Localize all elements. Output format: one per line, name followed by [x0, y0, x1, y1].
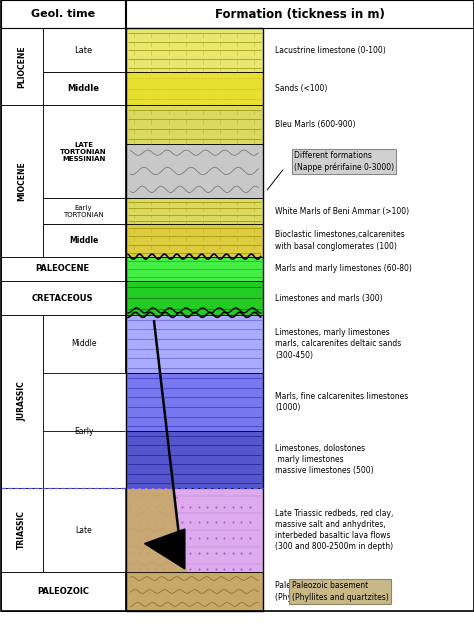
Bar	[126, 199, 263, 224]
Bar	[126, 72, 263, 104]
Bar	[126, 281, 263, 315]
Polygon shape	[126, 488, 187, 572]
Bar	[1, 281, 125, 315]
Text: PALEOCENE: PALEOCENE	[36, 265, 90, 273]
Text: CRETACEOUS: CRETACEOUS	[32, 294, 93, 303]
Text: Early
TORTONIAN: Early TORTONIAN	[64, 205, 104, 218]
Text: MIOCENE: MIOCENE	[18, 161, 26, 201]
Bar	[126, 104, 263, 144]
Text: JURASSIC: JURASSIC	[18, 382, 26, 422]
Text: Marls, fine calcarenites limestones
(1000): Marls, fine calcarenites limestones (100…	[275, 392, 408, 412]
Bar	[126, 28, 263, 72]
Bar	[126, 144, 263, 199]
Text: PLIOCENE: PLIOCENE	[18, 46, 26, 88]
Text: Middle: Middle	[69, 236, 98, 245]
Text: Middle: Middle	[68, 84, 100, 93]
Text: White Marls of Beni Ammar (>100): White Marls of Beni Ammar (>100)	[275, 207, 409, 216]
Text: Late: Late	[74, 46, 93, 55]
Text: Early: Early	[74, 427, 93, 436]
Bar	[43, 315, 125, 373]
Polygon shape	[145, 529, 185, 569]
Text: Middle: Middle	[71, 339, 96, 348]
Bar	[43, 104, 125, 199]
Bar	[1, 315, 43, 488]
Bar	[1, 256, 125, 281]
Bar	[126, 431, 263, 488]
Bar	[1, 0, 125, 28]
Bar	[126, 224, 263, 256]
Text: Paleozoic basement
(Phyllites and quartzites): Paleozoic basement (Phyllites and quartz…	[275, 581, 372, 601]
Text: Sands (<100): Sands (<100)	[275, 84, 327, 93]
Text: Geol. time: Geol. time	[31, 9, 95, 19]
Text: Late: Late	[75, 525, 92, 534]
Text: Bleu Marls (600-900): Bleu Marls (600-900)	[275, 120, 356, 128]
Bar	[126, 28, 263, 611]
Bar	[126, 572, 263, 611]
Text: Limestones, dolostones
 marly limestones
massive limestones (500): Limestones, dolostones marly limestones …	[275, 444, 374, 475]
Text: LATE
TORTONIAN
MESSINIAN: LATE TORTONIAN MESSINIAN	[60, 142, 107, 161]
Bar	[1, 488, 43, 572]
Bar	[126, 0, 474, 28]
Text: Bioclastic limestones,calcarenites
with basal conglomerates (100): Bioclastic limestones,calcarenites with …	[275, 230, 405, 251]
Bar	[126, 315, 263, 373]
Bar	[43, 488, 125, 572]
Text: Limestones and marls (300): Limestones and marls (300)	[275, 294, 383, 303]
Bar	[43, 28, 125, 72]
Text: PALEOZOIC: PALEOZOIC	[37, 587, 89, 596]
Text: Limestones, marly limestones
marls, calcarenites deltaic sands
(300-450): Limestones, marly limestones marls, calc…	[275, 329, 401, 360]
Bar	[126, 488, 263, 572]
Text: Lacustrine limestone (0-100): Lacustrine limestone (0-100)	[275, 46, 386, 55]
Text: Paleozoic basement
(Phyllites and quartzites): Paleozoic basement (Phyllites and quartz…	[292, 581, 388, 601]
Bar	[1, 572, 125, 611]
Bar	[43, 224, 125, 256]
Bar	[43, 72, 125, 104]
Bar	[43, 199, 125, 224]
Text: Marls and marly limestones (60-80): Marls and marly limestones (60-80)	[275, 265, 412, 273]
Text: Different formations
(Nappe prérifaine 0-3000): Different formations (Nappe prérifaine 0…	[294, 151, 394, 172]
Bar	[1, 28, 43, 104]
Text: Late Triassic redbeds, red clay,
massive salt and anhydrites,
interbeded basalti: Late Triassic redbeds, red clay, massive…	[275, 509, 393, 551]
Bar	[1, 104, 43, 256]
Bar	[126, 256, 263, 281]
Bar	[126, 373, 263, 431]
Text: Formation (tickness in m): Formation (tickness in m)	[215, 8, 385, 21]
Text: TRIASSIC: TRIASSIC	[18, 511, 26, 549]
